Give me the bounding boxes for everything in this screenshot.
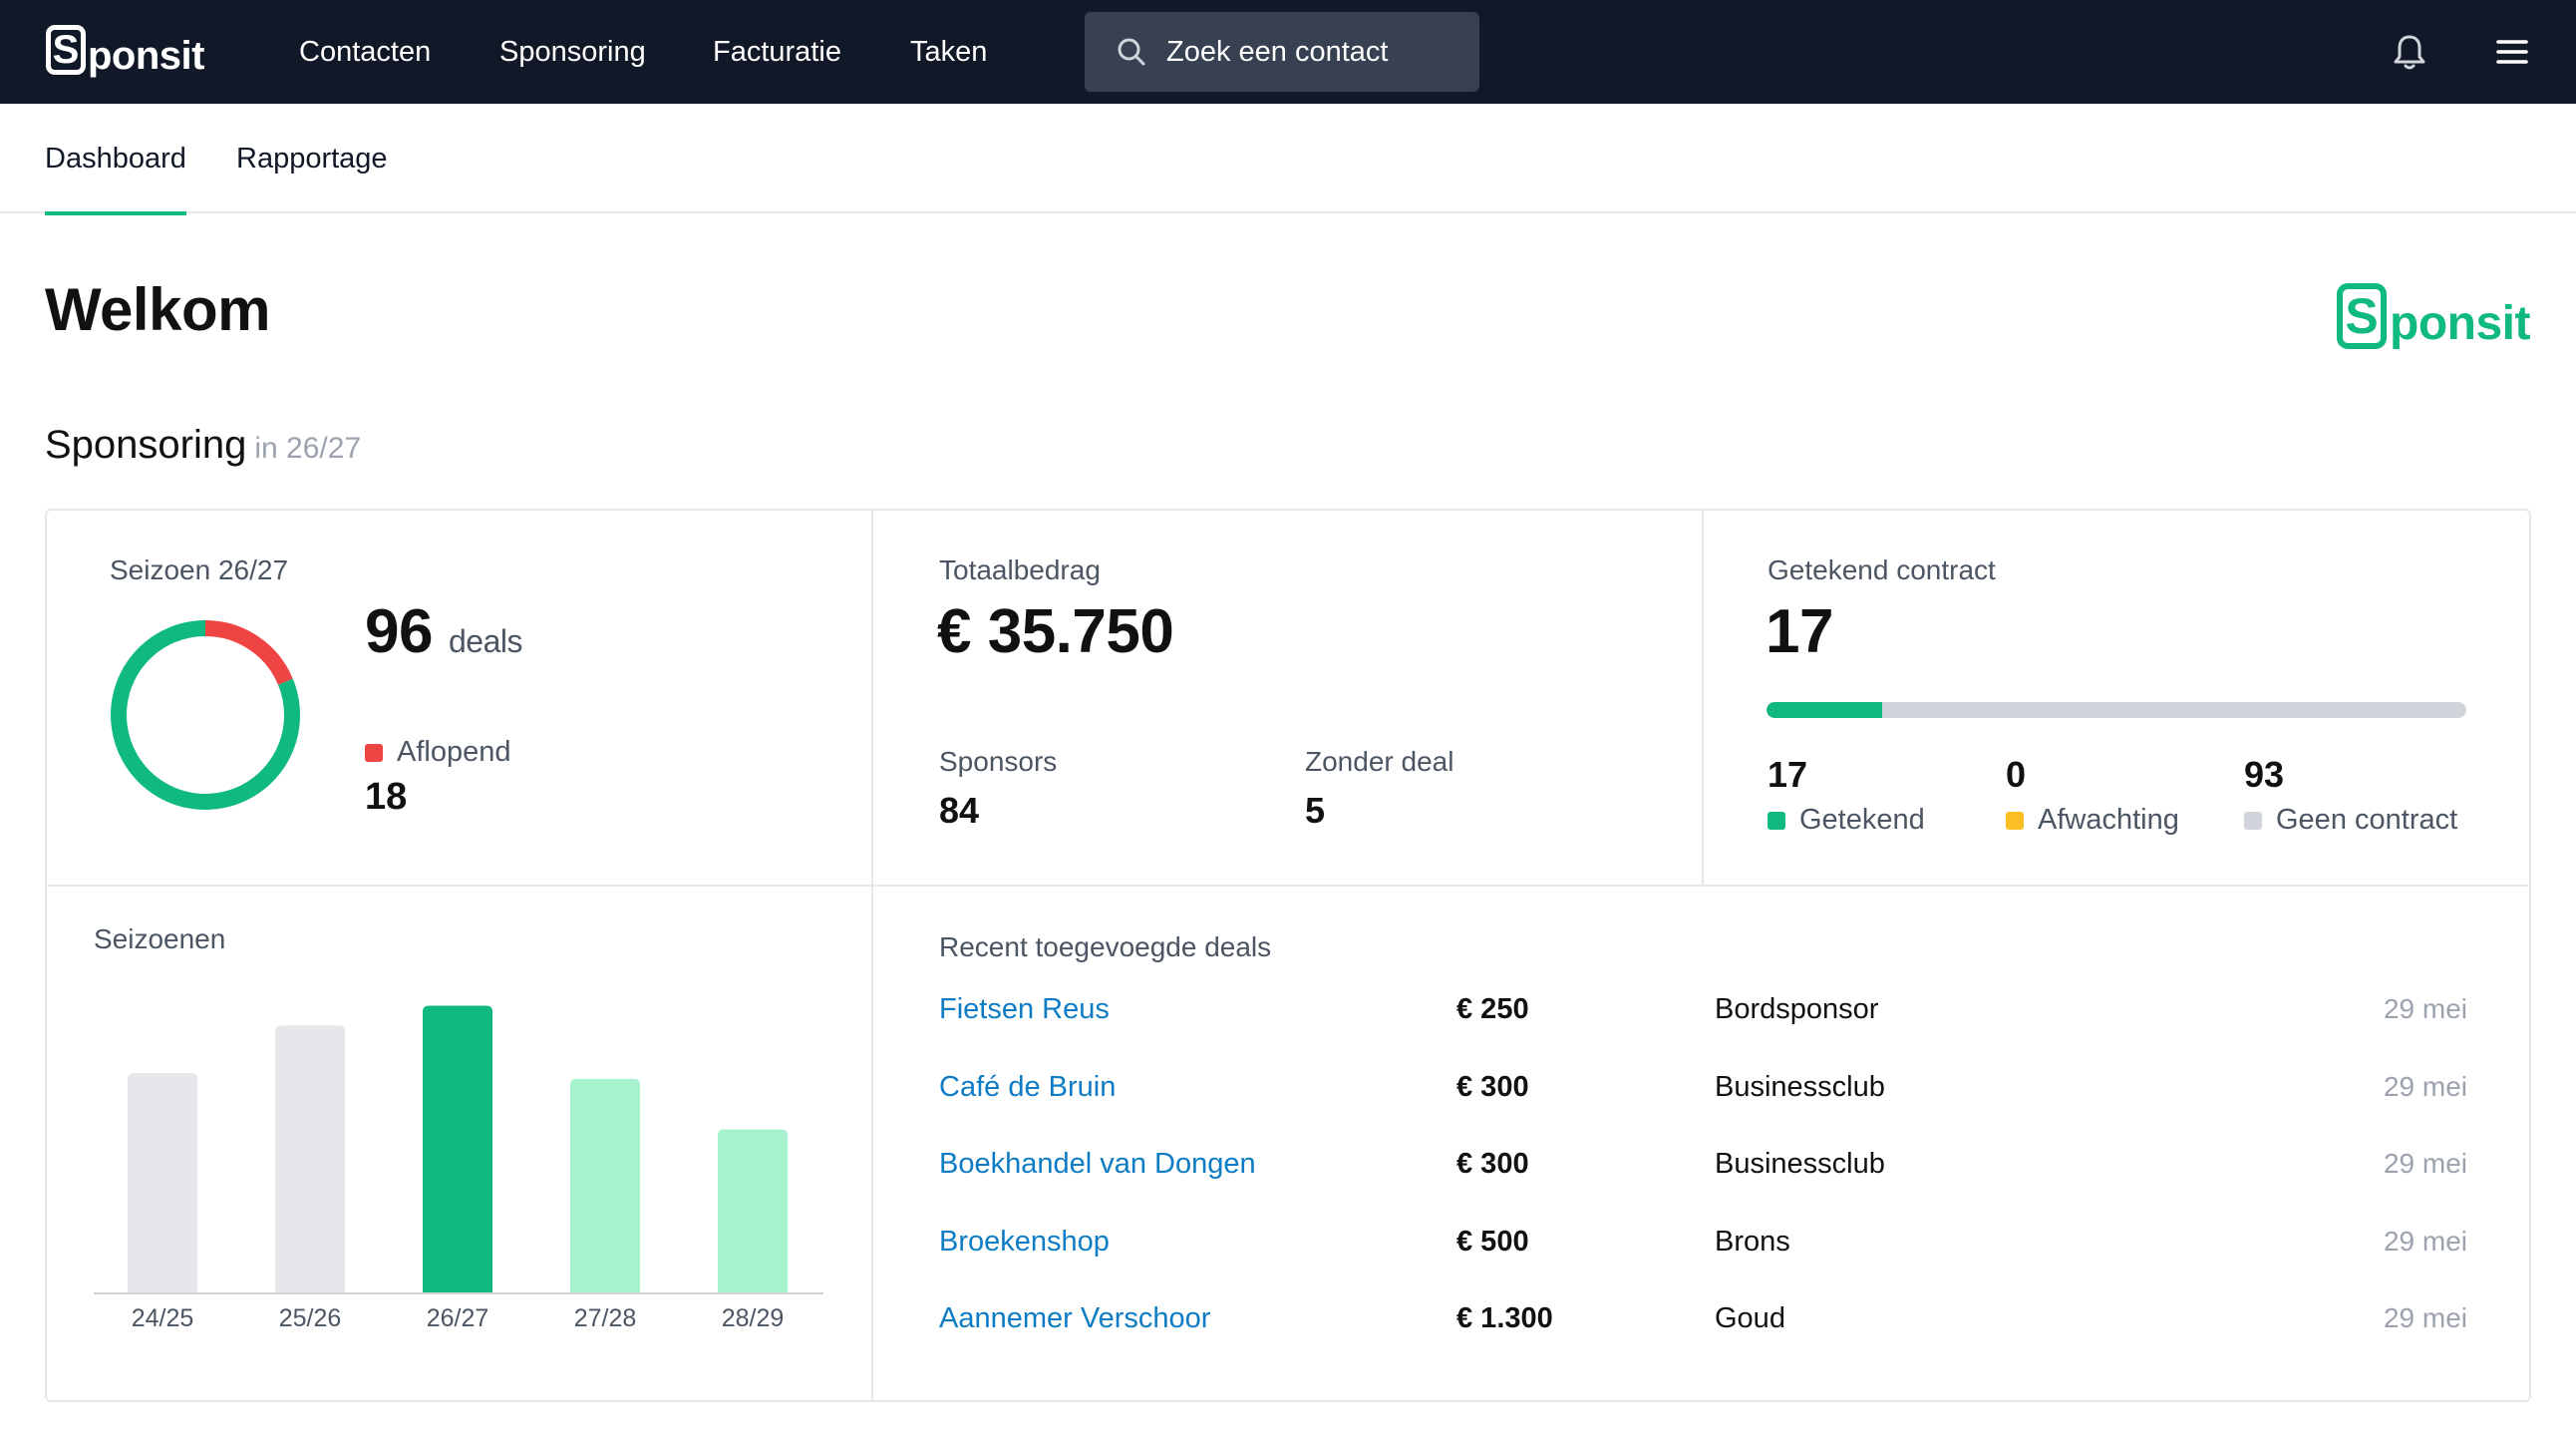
total-amount: € 35.750 [937,597,1174,666]
bell-icon [2394,35,2425,70]
club-logo-word: ponsit [2390,296,2530,350]
deal-amount: € 500 [1456,1226,1529,1258]
nav-item-sponsoring[interactable]: Sponsoring [499,36,646,68]
seasons-chart-title: Seizoenen [94,923,226,954]
nodeal-count: 5 [1305,790,1326,831]
contract-stat-pending: Afwachting [2006,804,2179,837]
deal-type: Businessclub [1715,1148,1885,1180]
search-icon [1118,38,1145,66]
deal-type: Brons [1715,1226,1790,1258]
table-row: Broekenshop € 500 Brons 29 mei [0,1226,2576,1266]
contract-stat-none-value: 93 [2244,754,2285,795]
sub-navigation: Dashboard Rapportage [0,104,2576,215]
signed-swatch [1768,811,1785,830]
deal-date: 29 mei [2383,1302,2467,1333]
contract-stat-signed-label: Getekend [1799,804,1925,836]
club-logo: S ponsit [2337,281,2530,351]
contract-stat-none-label: Geen contract [2276,804,2458,836]
section-title: Sponsoring in 26/27 [45,423,361,468]
section-title-text: Sponsoring [45,423,247,467]
deal-amount: € 250 [1456,993,1529,1025]
nav-item-facturatie[interactable]: Facturatie [713,36,841,68]
search-input[interactable]: Zoek een contact [1085,12,1479,92]
nav-item-contacten[interactable]: Contacten [299,36,432,68]
table-row: Aannemer Verschoor € 1.300 Goud 29 mei [0,1302,2576,1342]
table-row: Fietsen Reus € 250 Bordsponsor 29 mei [0,993,2576,1033]
club-logo-s: S [2337,283,2387,349]
main-menu-button[interactable] [2490,30,2534,74]
sponsors-count: 84 [939,790,980,831]
deal-date: 29 mei [2383,1148,2467,1179]
deal-name-link[interactable]: Aannemer Verschoor [939,1302,1211,1334]
season-deals-count: 96 [365,597,433,666]
total-label: Totaalbedrag [939,554,1101,585]
deal-date: 29 mei [2383,1226,2467,1257]
deal-name-link[interactable]: Fietsen Reus [939,993,1110,1025]
deal-date: 29 mei [2383,1071,2467,1102]
expiring-label: Aflopend [397,736,511,768]
nav-item-taken[interactable]: Taken [910,36,988,68]
card-divider-v2 [1702,511,1704,886]
contract-stat-signed-value: 17 [1768,754,1808,795]
season-label: Seizoen 26/27 [110,554,289,585]
contract-label: Getekend contract [1768,554,1996,585]
table-row: Café de Bruin € 300 Businessclub 29 mei [0,1071,2576,1111]
card-divider-v1 [871,511,873,1400]
notifications-button[interactable] [2388,30,2431,74]
menu-icon [2496,40,2528,64]
deal-amount: € 300 [1456,1071,1529,1103]
contract-stat-none: Geen contract [2244,804,2457,837]
recent-deals-title: Recent toegevoegde deals [939,931,1272,962]
card-divider-h [47,885,2529,887]
brand-logo-s: S [46,25,86,75]
deal-type: Bordsponsor [1715,993,1879,1025]
tab-dashboard[interactable]: Dashboard [45,104,186,215]
top-navigation-bar: S ponsit Contacten Sponsoring Facturatie… [0,0,2576,104]
season-deals-total: 96 deals [365,596,522,667]
pending-swatch [2006,811,2024,830]
brand-logo[interactable]: S ponsit [46,22,204,78]
contract-count: 17 [1766,597,1833,666]
expiring-legend: Aflopend [365,736,511,769]
deal-name-link[interactable]: Boekhandel van Dongen [939,1148,1256,1180]
contract-stat-pending-label: Afwachting [2038,804,2179,836]
tab-rapportage[interactable]: Rapportage [236,143,388,175]
deal-type: Businessclub [1715,1071,1885,1103]
deal-name-link[interactable]: Café de Bruin [939,1071,1117,1103]
deal-amount: € 300 [1456,1148,1529,1180]
deal-date: 29 mei [2383,993,2467,1024]
none-swatch [2244,811,2262,830]
deal-name-link[interactable]: Broekenshop [939,1226,1110,1258]
contract-progress-fill [1767,702,1882,718]
table-row: Boekhandel van Dongen € 300 Businessclub… [0,1148,2576,1188]
brand-logo-word: ponsit [88,33,204,78]
search-placeholder: Zoek een contact [1166,35,1389,68]
nodeal-label: Zonder deal [1305,746,1454,777]
page-title: Welkom [45,276,270,343]
deal-amount: € 1.300 [1456,1302,1553,1334]
contract-stat-signed: Getekend [1768,804,1925,837]
deal-type: Goud [1715,1302,1785,1334]
sponsors-label: Sponsors [939,746,1058,777]
contract-stat-pending-value: 0 [2006,754,2027,795]
expiring-swatch [365,743,383,762]
section-subtitle: in 26/27 [254,432,362,465]
contract-progress-bar [1767,702,2466,718]
season-deals-unit: deals [448,623,523,659]
expiring-count: 18 [365,776,408,818]
